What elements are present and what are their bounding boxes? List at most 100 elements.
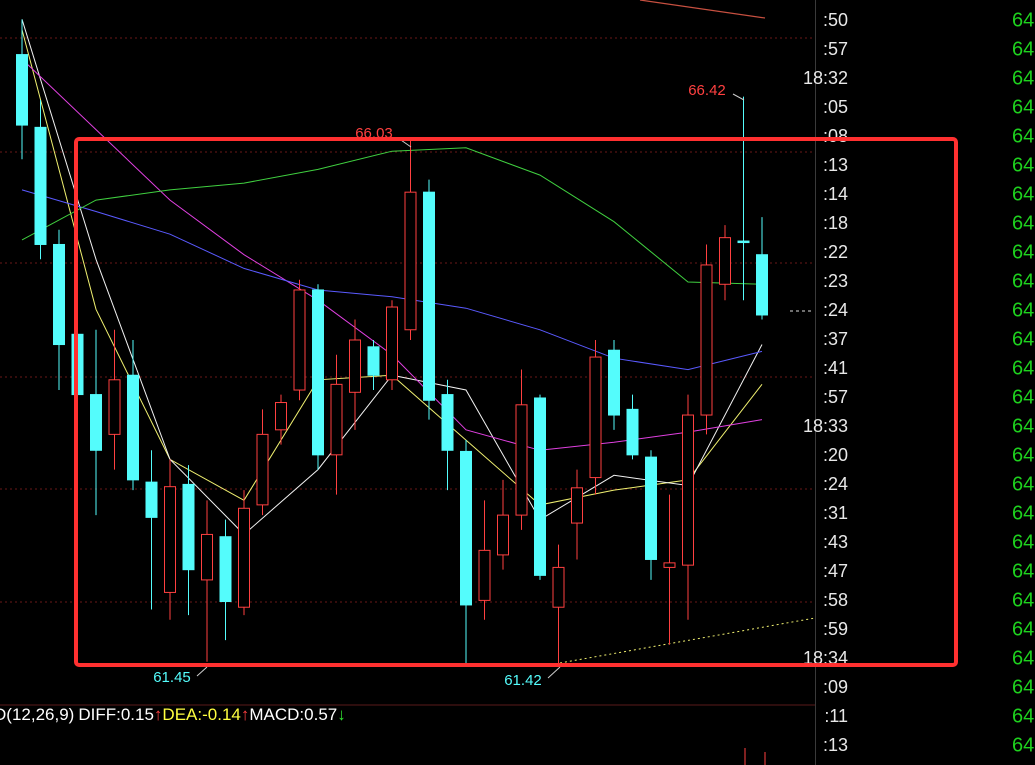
time-label: :18 — [823, 213, 848, 233]
price-label: 64 — [1012, 647, 1034, 669]
time-label: :13 — [823, 735, 848, 755]
candle-body — [256, 433, 269, 506]
candle-body — [626, 408, 639, 456]
macd-value: DEA:-0.14 — [162, 705, 240, 724]
candle-body — [571, 487, 583, 524]
highlight-box — [74, 137, 958, 667]
candle-body — [682, 414, 694, 566]
candle-body — [404, 191, 417, 331]
candle-body — [219, 536, 232, 603]
macd-name: D(12,26,9) — [0, 705, 74, 724]
time-label: :58 — [823, 590, 848, 610]
macd-legend: D(12,26,9) DIFF:0.15↑DEA:-0.14↑MACD:0.57↓ — [0, 705, 346, 724]
time-label: 18:34 — [803, 648, 848, 668]
price-label: 64 — [1012, 589, 1034, 611]
time-label: :11 — [824, 706, 848, 726]
candle-body — [460, 450, 472, 606]
price-label: 64 — [1012, 386, 1034, 408]
candle-body — [515, 404, 528, 516]
time-label: :37 — [823, 329, 848, 349]
time-label: :41 — [823, 358, 848, 378]
candle-body — [275, 402, 287, 431]
macd-arrow: ↑ — [241, 705, 250, 724]
price-label: 64 — [1012, 212, 1034, 234]
trend-line — [559, 617, 816, 664]
candle-body — [552, 566, 565, 608]
price-label: 64 — [1012, 415, 1034, 437]
time-label: :23 — [823, 271, 848, 291]
time-label: :14 — [823, 184, 848, 204]
price-label: 64 — [1012, 531, 1034, 553]
high-label: 66.42 — [688, 82, 726, 99]
time-label: :50 — [823, 10, 848, 30]
candle-body — [145, 481, 158, 518]
price-label: 64 — [1012, 154, 1034, 176]
upper-band-line — [639, 0, 766, 19]
price-label: 64 — [1012, 560, 1034, 582]
price-label: 64 — [1012, 473, 1034, 495]
time-label: :08 — [823, 126, 848, 146]
plot-area — [16, 19, 768, 666]
moving-average — [21, 147, 763, 285]
candle-body — [589, 356, 602, 479]
time-column: :50 64:57 64 18:32 64:05 64:08 64:13 64:14 64:18… — [803, 9, 1034, 756]
price-label: 64 — [1012, 125, 1034, 147]
time-label: :57 — [823, 39, 848, 59]
low-label: 61.42 — [504, 672, 542, 689]
moving-average — [21, 189, 763, 371]
price-label: 64 — [1012, 328, 1034, 350]
price-label: 64 — [1012, 38, 1034, 60]
candle-body — [34, 126, 47, 245]
price-label: 64 — [1012, 183, 1034, 205]
candle-body — [312, 289, 324, 456]
candle-body — [349, 339, 361, 393]
label-pointer — [732, 93, 745, 101]
candle-body — [16, 54, 28, 126]
time-label: :20 — [823, 445, 848, 465]
price-label: 64 — [1012, 734, 1034, 756]
time-label: :05 — [823, 97, 848, 117]
price-label: 64 — [1012, 241, 1034, 263]
candle-body — [367, 346, 380, 376]
candle-body — [497, 514, 509, 556]
time-label: :24 — [823, 474, 848, 494]
candle-body — [293, 289, 306, 391]
candle-body — [756, 254, 768, 316]
time-label: :24 — [823, 300, 848, 320]
label-pointer — [547, 666, 561, 679]
time-label: :43 — [823, 532, 848, 552]
time-label: :47 — [823, 561, 848, 581]
time-label: :22 — [823, 242, 848, 262]
macd-arrow: ↑ — [154, 705, 163, 724]
macd-value: MACD:0.57 — [249, 705, 337, 724]
price-label: 64 — [1012, 96, 1034, 118]
price-label: 64 — [1012, 705, 1034, 727]
candle-body — [386, 306, 398, 381]
candle-body — [182, 483, 195, 571]
candle-body — [700, 264, 713, 416]
candle-body — [645, 456, 657, 560]
low-label: 61.45 — [153, 669, 191, 686]
candle-body — [164, 486, 176, 593]
price-label: 64 — [1012, 618, 1034, 640]
price-label: 64 — [1012, 357, 1034, 379]
price-label: 64 — [1012, 502, 1034, 524]
candle-body — [478, 549, 491, 601]
candle-body — [423, 191, 435, 401]
candle-body — [608, 349, 620, 416]
macd-value: DIFF:0.15 — [78, 705, 154, 724]
time-label: :57 — [823, 387, 848, 407]
candle-body — [201, 533, 213, 581]
price-label: 64 — [1012, 9, 1034, 31]
candle-body — [441, 394, 454, 451]
candle-body — [737, 240, 750, 244]
time-label: :31 — [823, 503, 848, 523]
price-label: 64 — [1012, 270, 1034, 292]
candle-body — [534, 397, 546, 576]
time-label: :13 — [823, 155, 848, 175]
candle-body — [127, 374, 139, 481]
time-label: :09 — [823, 677, 848, 697]
candle-body — [90, 394, 102, 451]
